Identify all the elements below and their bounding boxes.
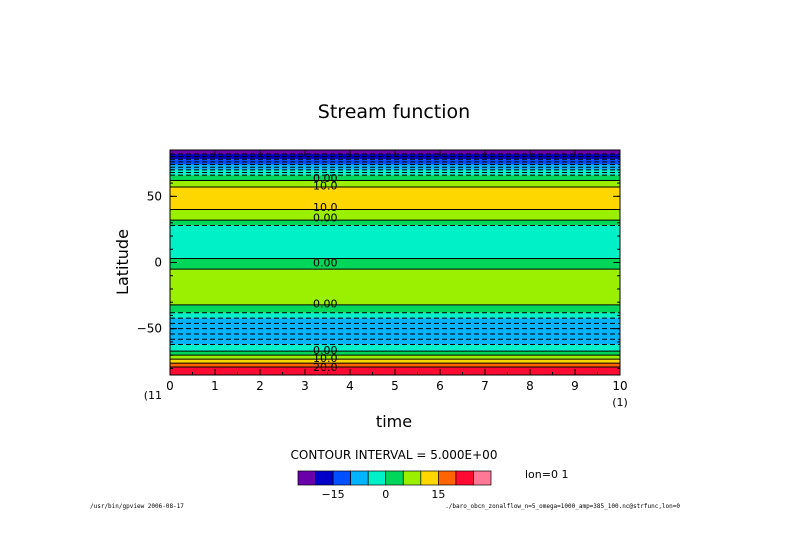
x-tick-label-9: 9 [571, 379, 579, 393]
band-5 [170, 175, 620, 181]
colorbar-cell-9 [455, 470, 474, 486]
band-20 [170, 363, 620, 368]
contour-interval-text: CONTOUR INTERVAL = 5.000E+00 [291, 448, 498, 462]
colorbar: −15 0 15 [297, 470, 492, 501]
contour-label-0: 0.00 [313, 172, 338, 185]
x-tick-label-3: 3 [301, 379, 309, 393]
colorbar-cell-0 [297, 470, 316, 486]
band-11 [170, 258, 620, 270]
colorbar-cell-10 [473, 470, 492, 486]
colorbar-cell-3 [350, 470, 369, 486]
contour-label-5: 0.00 [313, 298, 338, 311]
x-tick-label-0: 0 [166, 379, 174, 393]
y-axis-label: Latitude [113, 229, 132, 295]
colorbar-tick-label-0: −15 [321, 488, 344, 501]
shaded-bands [170, 150, 620, 375]
contour-label-1: 10.0 [313, 180, 338, 193]
contour-lines [170, 153, 620, 368]
band-15 [170, 318, 620, 345]
band-10 [170, 225, 620, 259]
contour-label-3: 0.00 [313, 212, 338, 225]
x-tick-label-10: 10 [612, 379, 627, 393]
band-14 [170, 312, 620, 319]
x-tick-label-1: 1 [211, 379, 219, 393]
colorbar-cell-4 [367, 470, 387, 486]
y-tick-label-2: −50 [137, 322, 162, 336]
colorbar-cell-2 [332, 470, 351, 486]
footer-right: ./baro_obcn_zonalflow_n=5_omega=1000_amp… [445, 503, 680, 510]
colorbar-cell-7 [420, 470, 439, 486]
band-16 [170, 344, 620, 352]
y-tick-label-1: 0 [154, 256, 162, 270]
x-index-left-label: (11 [144, 389, 162, 402]
band-19 [170, 359, 620, 364]
colorbar-cell-1 [315, 470, 334, 486]
x-index-right-label: (1) [612, 396, 628, 409]
colorbar-cell-5 [385, 470, 404, 486]
footer-left: /usr/bin/gpview 2006-08-17 [90, 503, 184, 510]
x-tick-label-5: 5 [391, 379, 399, 393]
x-tick-label-7: 7 [481, 379, 489, 393]
colorbar-tick-label-1: 0 [382, 488, 389, 501]
y-axis: 50 0 −50 [137, 156, 620, 369]
band-17 [170, 351, 620, 356]
contour-label-7: 10.0 [313, 352, 338, 365]
x-axis: 0 1 2 3 4 5 6 7 8 9 10 [166, 150, 628, 393]
lon-annotation: lon=0 1 [525, 468, 568, 481]
contour-label-2: 10.0 [313, 201, 338, 214]
band-7 [170, 187, 620, 210]
x-tick-label-6: 6 [436, 379, 444, 393]
colorbar-tick-label-2: 15 [431, 488, 445, 501]
band-13 [170, 304, 620, 313]
x-axis-label: time [376, 412, 412, 431]
contour-label-8: 20.0 [313, 361, 338, 374]
x-tick-label-2: 2 [256, 379, 264, 393]
x-tick-label-4: 4 [346, 379, 354, 393]
band-8 [170, 209, 620, 221]
y-tick-label-0: 50 [147, 189, 162, 203]
band-9 [170, 220, 620, 226]
band-12 [170, 269, 620, 305]
colorbar-cell-8 [438, 470, 457, 486]
band-6 [170, 180, 620, 188]
contour-label-6: 0.00 [313, 344, 338, 357]
chart-title: Stream function [318, 101, 470, 123]
band-18 [170, 355, 620, 360]
colorbar-cell-6 [402, 470, 422, 486]
contour-label-4: 0.00 [313, 257, 338, 270]
x-tick-label-8: 8 [526, 379, 534, 393]
